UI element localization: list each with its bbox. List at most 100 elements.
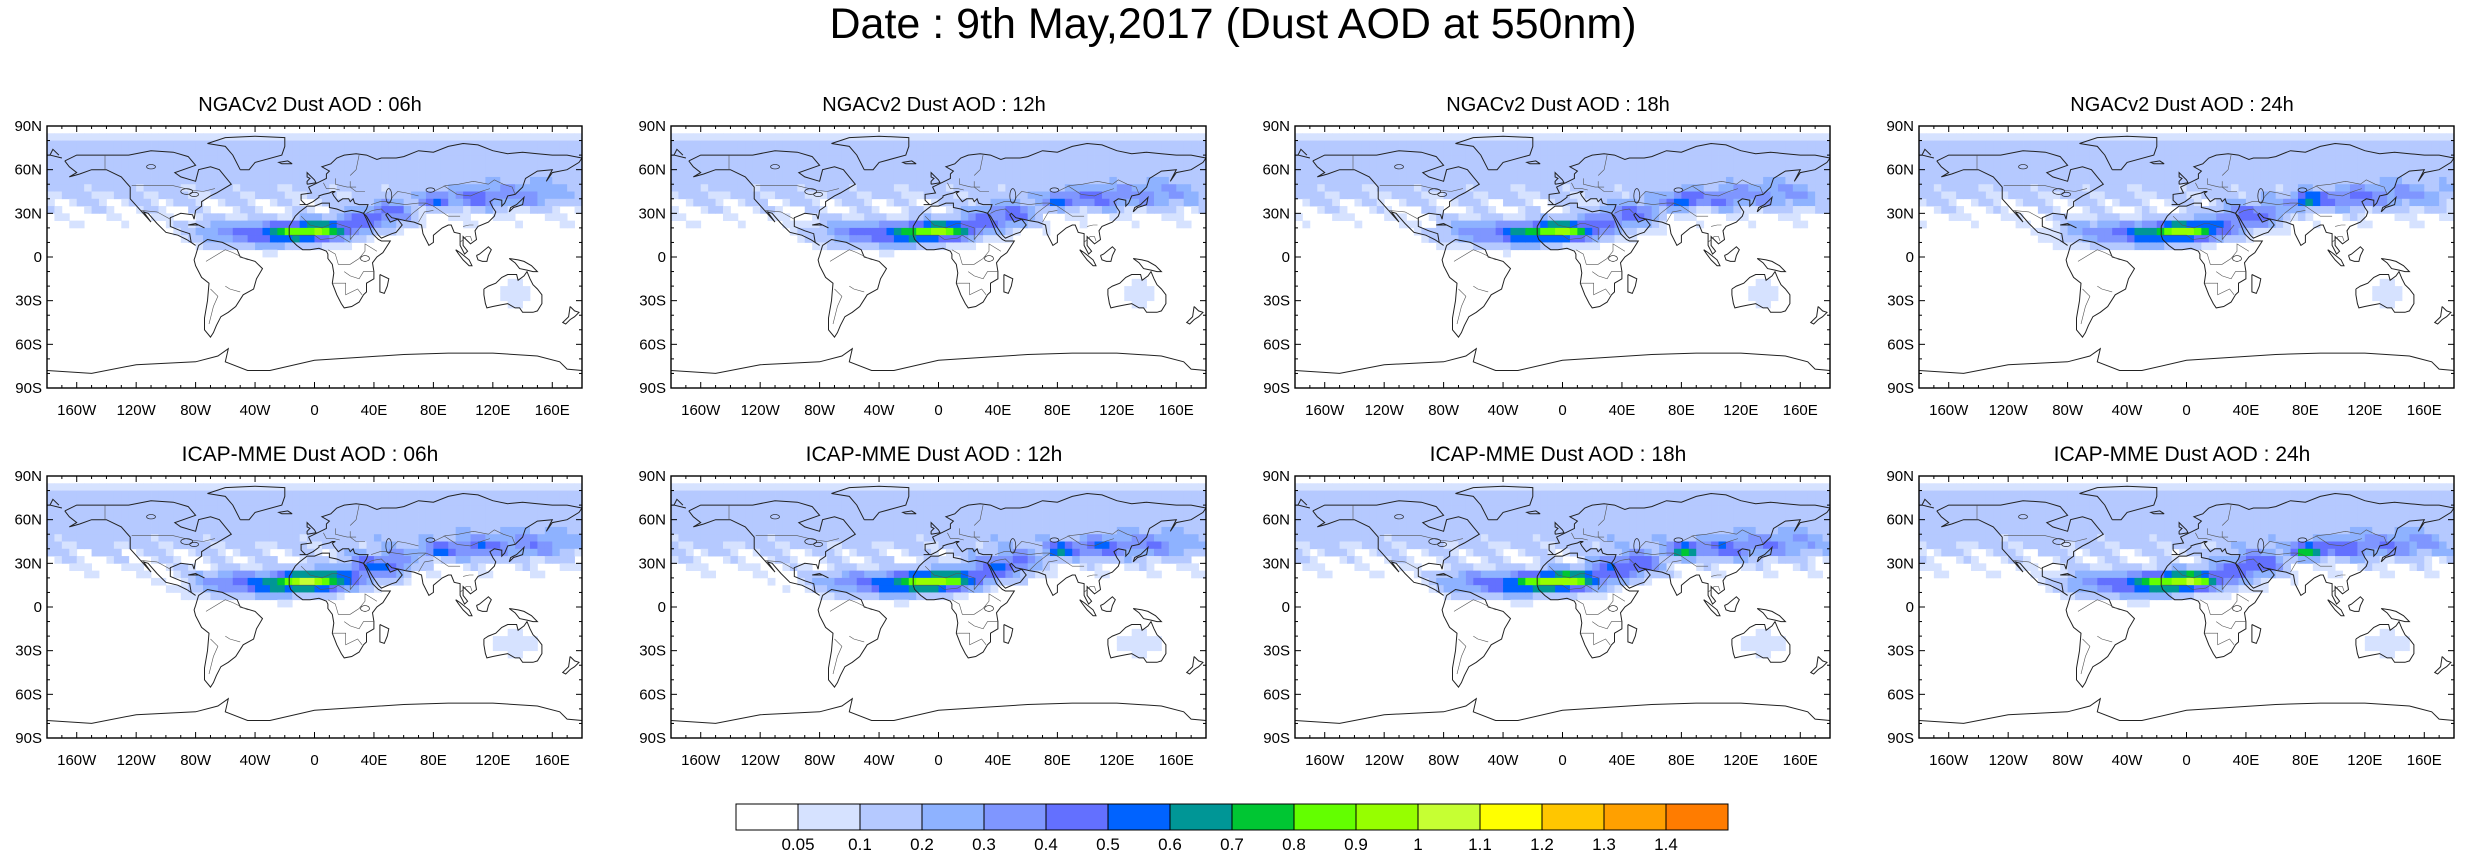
colorbar-label: 0.9 bbox=[1344, 835, 1368, 854]
longitude-tick-label: 0 bbox=[934, 752, 942, 769]
colorbar-box bbox=[1418, 804, 1480, 830]
latitude-tick-label: 60N bbox=[638, 162, 666, 179]
longitude-tick-label: 0 bbox=[1558, 402, 1566, 419]
colorbar-label: 1.2 bbox=[1530, 835, 1554, 854]
longitude-tick-label: 80W bbox=[1428, 752, 1460, 769]
longitude-tick-label: 80W bbox=[180, 402, 212, 419]
longitude-tick-label: 160W bbox=[681, 402, 721, 419]
dust-aod-field bbox=[1295, 476, 1830, 738]
longitude-tick-label: 120E bbox=[1099, 752, 1134, 769]
longitude-tick-label: 0 bbox=[934, 402, 942, 419]
longitude-tick-label: 40W bbox=[240, 752, 272, 769]
longitude-tick-label: 40E bbox=[361, 402, 388, 419]
colorbar-box bbox=[1604, 804, 1666, 830]
panel-title: NGACv2 Dust AOD : 12h bbox=[664, 92, 1204, 118]
longitude-tick-label: 80W bbox=[2052, 752, 2084, 769]
dust-aod-field bbox=[671, 476, 1206, 738]
latitude-tick-label: 60N bbox=[14, 162, 42, 179]
colorbar-label: 0.4 bbox=[1034, 835, 1058, 854]
latitude-tick-label: 30S bbox=[15, 293, 42, 310]
longitude-tick-label: 40W bbox=[864, 752, 896, 769]
colorbar-box bbox=[1480, 804, 1542, 830]
longitude-tick-label: 160W bbox=[681, 752, 721, 769]
latitude-tick-label: 60N bbox=[1262, 162, 1290, 179]
longitude-tick-label: 80W bbox=[804, 402, 836, 419]
longitude-tick-label: 40E bbox=[985, 402, 1012, 419]
dust-aod-field bbox=[47, 126, 582, 388]
latitude-tick-label: 60S bbox=[1887, 336, 1914, 353]
longitude-tick-label: 160W bbox=[1929, 402, 1969, 419]
longitude-tick-label: 80W bbox=[804, 752, 836, 769]
colorbar-label: 0.05 bbox=[781, 835, 814, 854]
latitude-tick-label: 90S bbox=[1887, 730, 1914, 747]
dust-aod-field bbox=[671, 126, 1206, 388]
latitude-tick-label: 0 bbox=[34, 249, 42, 266]
longitude-tick-label: 160E bbox=[1783, 402, 1818, 419]
latitude-tick-label: 90N bbox=[1262, 118, 1290, 135]
latitude-tick-label: 90N bbox=[638, 468, 666, 485]
latitude-tick-label: 60N bbox=[1886, 162, 1914, 179]
colorbar-box bbox=[1108, 804, 1170, 830]
latitude-tick-label: 30N bbox=[638, 205, 666, 222]
longitude-tick-label: 40W bbox=[1488, 752, 1520, 769]
colorbar-box bbox=[798, 804, 860, 830]
latitude-tick-label: 60S bbox=[1263, 336, 1290, 353]
longitude-tick-label: 80W bbox=[1428, 402, 1460, 419]
figure-title: Date : 9th May,2017 (Dust AOD at 550nm) bbox=[0, 0, 2466, 48]
latitude-tick-label: 90N bbox=[14, 468, 42, 485]
longitude-tick-label: 160E bbox=[1159, 402, 1194, 419]
latitude-tick-label: 90S bbox=[1263, 730, 1290, 747]
longitude-tick-label: 0 bbox=[310, 752, 318, 769]
longitude-tick-label: 120W bbox=[741, 752, 781, 769]
colorbar-box bbox=[922, 804, 984, 830]
longitude-tick-label: 80W bbox=[2052, 402, 2084, 419]
colorbar-label: 0.1 bbox=[848, 835, 872, 854]
longitude-tick-label: 80E bbox=[1044, 402, 1071, 419]
longitude-tick-label: 40W bbox=[864, 402, 896, 419]
panel-title: ICAP-MME Dust AOD : 06h bbox=[40, 442, 580, 468]
dust-aod-field bbox=[1919, 476, 2454, 738]
longitude-tick-label: 40E bbox=[2233, 752, 2260, 769]
colorbar-box bbox=[1046, 804, 1108, 830]
longitude-tick-label: 120E bbox=[2347, 752, 2382, 769]
latitude-tick-label: 90N bbox=[1262, 468, 1290, 485]
colorbar-label: 1.1 bbox=[1468, 835, 1492, 854]
latitude-tick-label: 90N bbox=[1886, 118, 1914, 135]
latitude-tick-label: 60N bbox=[638, 512, 666, 529]
panel-title: ICAP-MME Dust AOD : 24h bbox=[1912, 442, 2452, 468]
colorbar-label: 1 bbox=[1413, 835, 1422, 854]
longitude-tick-label: 120W bbox=[741, 402, 781, 419]
longitude-tick-label: 120W bbox=[1365, 402, 1405, 419]
longitude-tick-label: 80E bbox=[2292, 752, 2319, 769]
latitude-tick-label: 90S bbox=[15, 380, 42, 397]
longitude-tick-label: 120W bbox=[117, 752, 157, 769]
latitude-tick-label: 30N bbox=[1886, 555, 1914, 572]
longitude-tick-label: 80E bbox=[1668, 752, 1695, 769]
longitude-tick-label: 40E bbox=[985, 752, 1012, 769]
colorbar-label: 0.5 bbox=[1096, 835, 1120, 854]
longitude-tick-label: 120E bbox=[475, 752, 510, 769]
longitude-tick-label: 0 bbox=[1558, 752, 1566, 769]
colorbar-box bbox=[860, 804, 922, 830]
longitude-tick-label: 160E bbox=[535, 752, 570, 769]
longitude-tick-label: 160W bbox=[1305, 752, 1345, 769]
latitude-tick-label: 30N bbox=[638, 555, 666, 572]
longitude-tick-label: 40E bbox=[361, 752, 388, 769]
longitude-tick-label: 40E bbox=[1609, 752, 1636, 769]
latitude-tick-label: 0 bbox=[1906, 599, 1914, 616]
colorbar-label: 0.6 bbox=[1158, 835, 1182, 854]
longitude-tick-label: 80E bbox=[420, 752, 447, 769]
longitude-tick-label: 120E bbox=[1723, 402, 1758, 419]
longitude-tick-label: 160E bbox=[2407, 402, 2442, 419]
panel-title: NGACv2 Dust AOD : 18h bbox=[1288, 92, 1828, 118]
